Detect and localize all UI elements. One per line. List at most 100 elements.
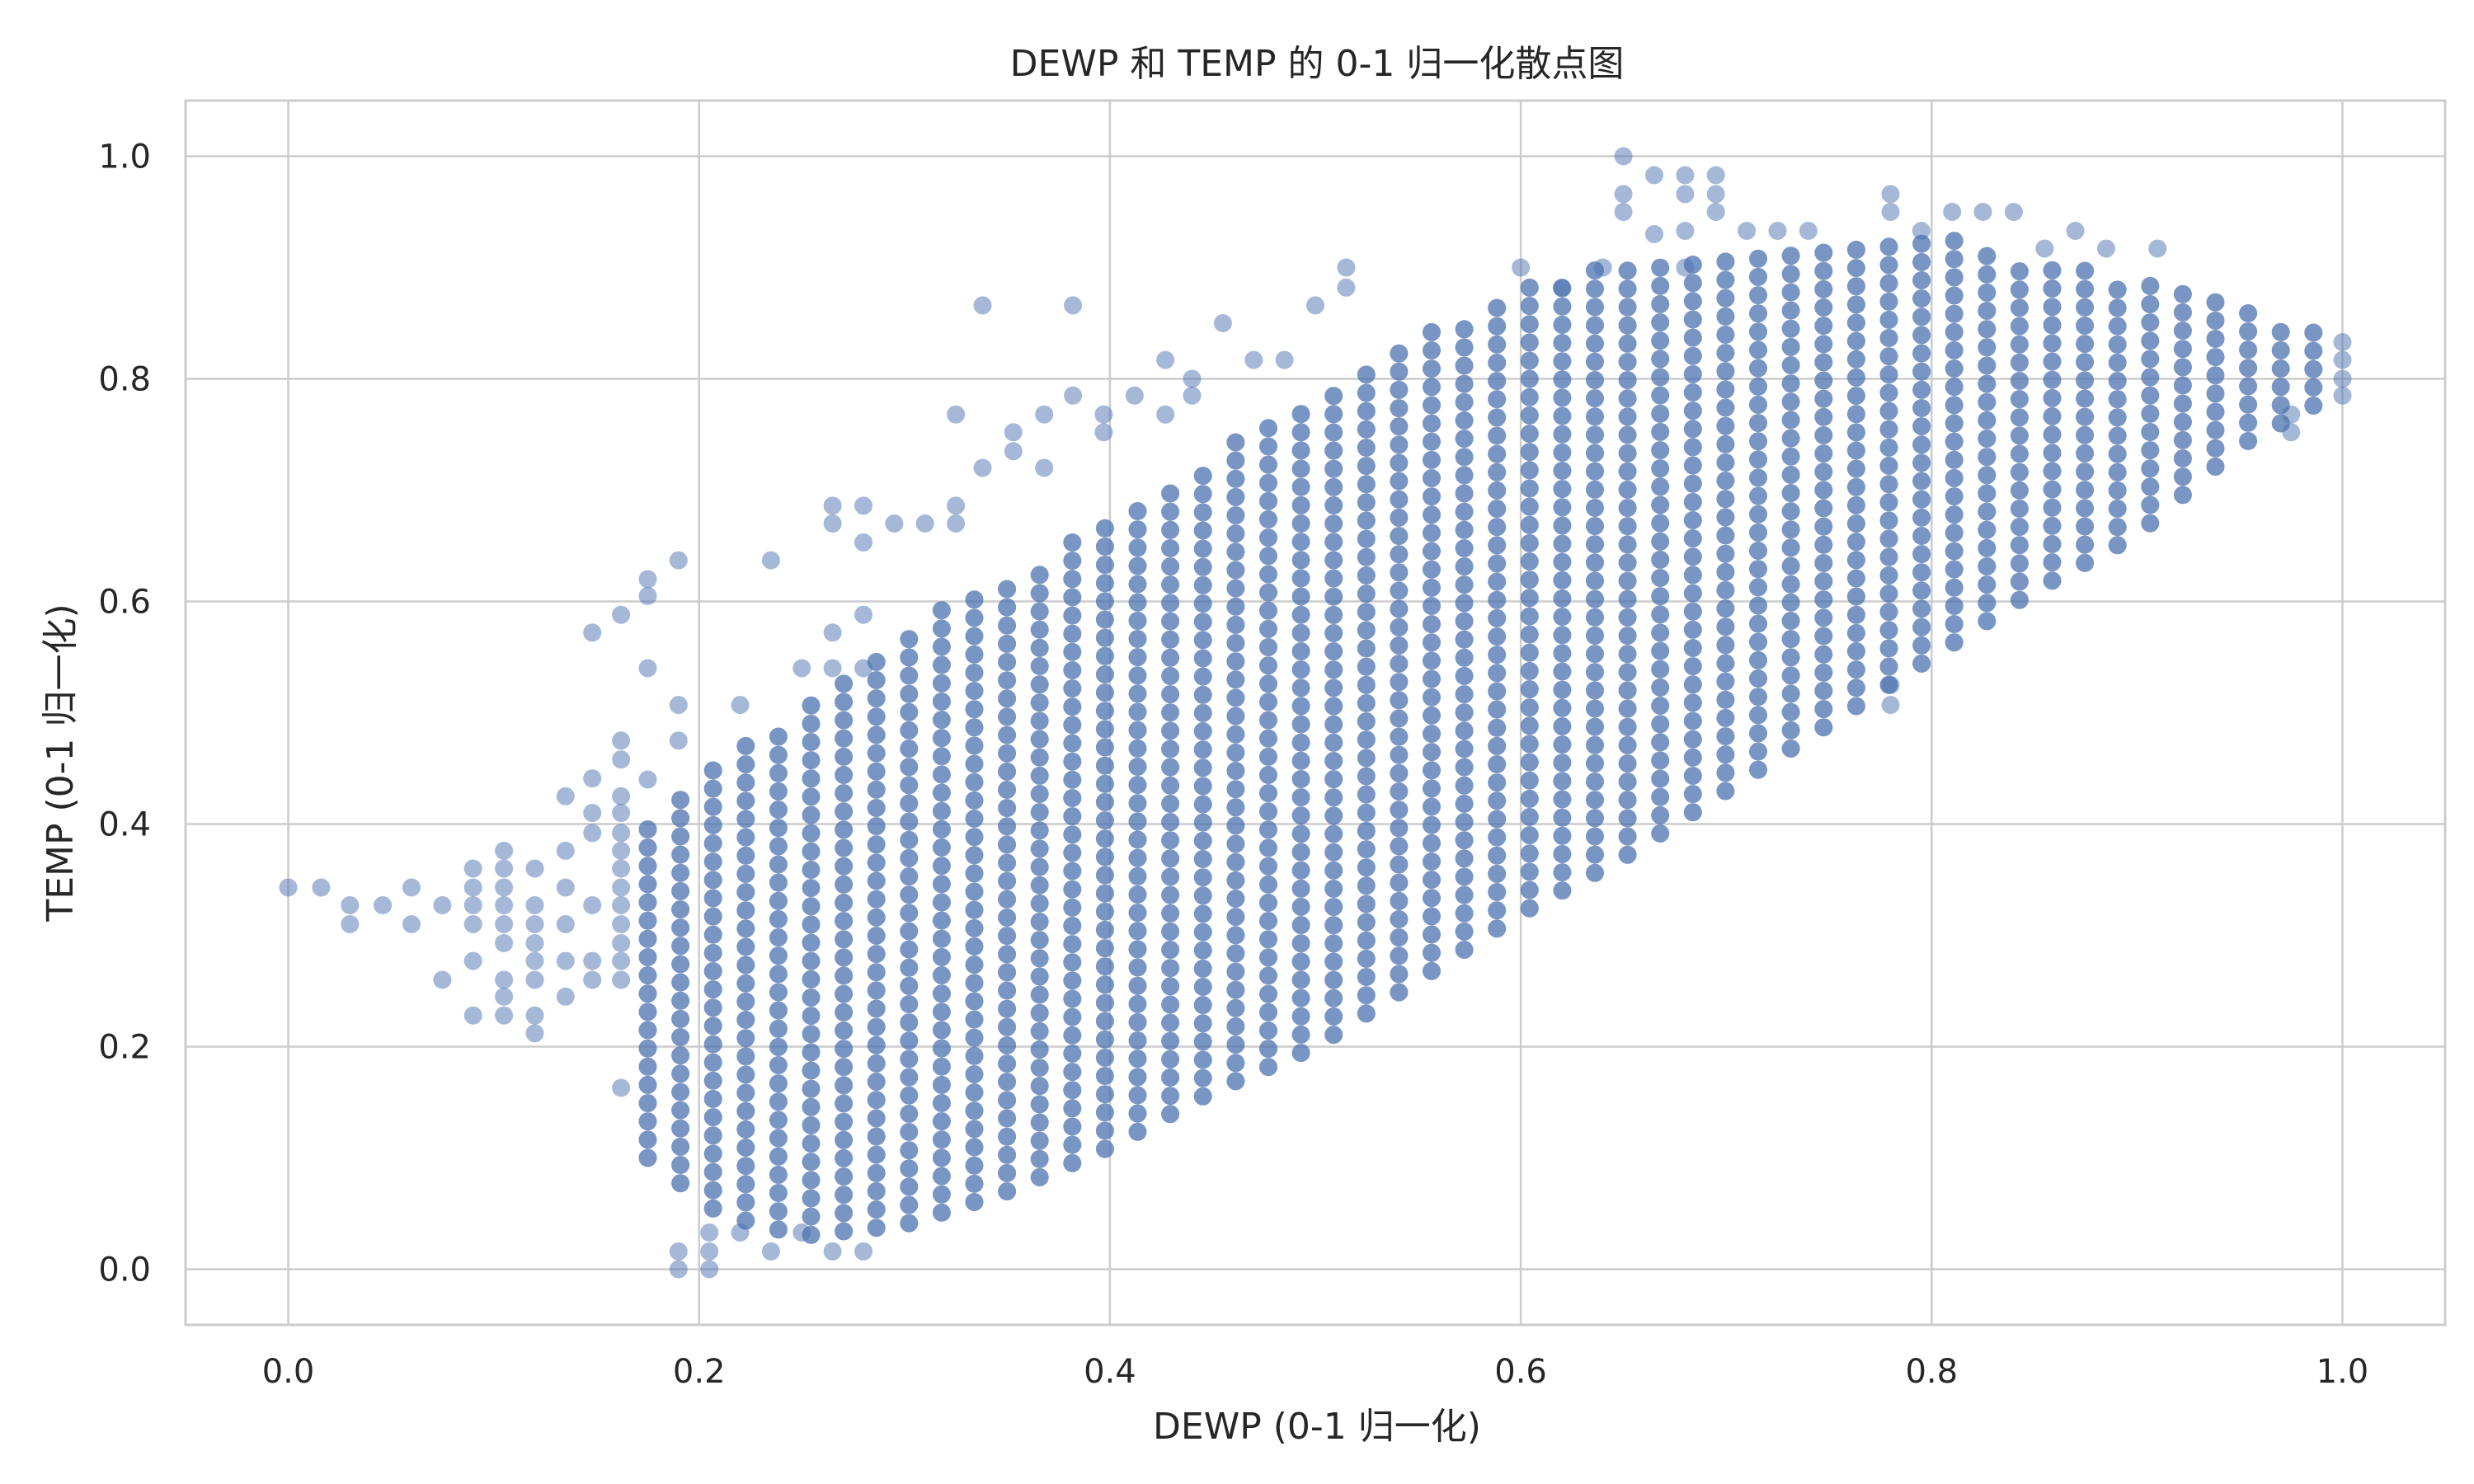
data-point bbox=[1291, 405, 1310, 424]
data-point bbox=[1226, 615, 1245, 634]
data-point bbox=[1063, 1099, 1082, 1118]
data-point bbox=[1520, 789, 1539, 808]
data-point bbox=[1978, 466, 1997, 485]
data-point bbox=[1978, 356, 1997, 375]
data-point bbox=[638, 929, 657, 948]
data-point bbox=[965, 736, 984, 755]
data-point bbox=[1488, 791, 1507, 810]
data-point bbox=[900, 1013, 919, 1032]
data-point bbox=[1553, 608, 1572, 627]
data-point bbox=[1161, 648, 1180, 667]
data-point bbox=[965, 900, 984, 919]
data-point bbox=[835, 875, 854, 894]
data-point bbox=[1749, 450, 1767, 469]
data-point bbox=[973, 296, 992, 315]
data-point bbox=[669, 696, 688, 715]
data-point bbox=[835, 984, 854, 1003]
data-point bbox=[2108, 372, 2127, 391]
data-point bbox=[1651, 550, 1670, 569]
data-point bbox=[1390, 508, 1409, 527]
data-point bbox=[703, 1071, 722, 1090]
data-point bbox=[1193, 886, 1212, 905]
data-point bbox=[1846, 241, 1865, 259]
data-point bbox=[998, 927, 1017, 946]
data-point bbox=[2333, 350, 2352, 369]
data-point bbox=[1912, 380, 1931, 399]
data-point bbox=[1291, 569, 1310, 588]
data-point bbox=[973, 458, 992, 477]
data-point bbox=[1455, 430, 1474, 448]
data-point bbox=[1651, 733, 1670, 752]
data-point bbox=[1553, 388, 1572, 407]
data-point bbox=[965, 1193, 984, 1211]
data-point bbox=[1488, 646, 1507, 665]
data-point bbox=[1618, 571, 1637, 590]
data-point bbox=[965, 1010, 984, 1029]
data-point bbox=[1781, 593, 1800, 612]
data-point bbox=[1030, 638, 1049, 657]
data-point bbox=[1879, 310, 1898, 329]
data-point bbox=[769, 819, 788, 838]
data-point bbox=[2076, 481, 2095, 500]
data-point bbox=[1879, 420, 1898, 439]
data-point bbox=[2304, 341, 2323, 360]
data-point bbox=[1488, 864, 1507, 883]
data-point bbox=[1618, 845, 1637, 864]
data-point bbox=[1586, 845, 1604, 864]
data-point bbox=[1716, 618, 1735, 636]
data-point bbox=[1781, 447, 1800, 466]
data-point bbox=[2141, 295, 2160, 313]
data-point bbox=[1193, 685, 1212, 704]
data-point bbox=[1749, 669, 1767, 688]
data-point bbox=[2043, 370, 2062, 389]
data-point bbox=[1978, 538, 1997, 557]
data-point bbox=[835, 857, 854, 876]
data-point bbox=[900, 1214, 919, 1233]
data-point bbox=[1553, 662, 1572, 681]
data-point bbox=[1488, 883, 1507, 901]
data-point bbox=[1423, 597, 1441, 615]
data-point bbox=[1814, 426, 1833, 444]
y-axis-ticks: 0.00.20.40.60.81.0 bbox=[98, 139, 151, 1289]
data-point bbox=[612, 787, 631, 805]
data-point bbox=[1324, 806, 1343, 825]
data-point bbox=[1259, 437, 1277, 456]
data-point bbox=[1357, 547, 1376, 566]
data-point bbox=[2173, 430, 2192, 449]
data-point bbox=[1291, 605, 1310, 624]
data-point bbox=[1706, 185, 1725, 204]
data-points bbox=[279, 147, 2352, 1279]
data-point bbox=[1063, 552, 1082, 571]
data-point bbox=[932, 619, 951, 638]
data-point bbox=[1128, 556, 1147, 575]
data-point bbox=[1063, 533, 1082, 552]
data-point bbox=[433, 970, 452, 989]
data-point bbox=[1357, 712, 1376, 731]
data-point bbox=[1291, 533, 1310, 552]
data-point bbox=[1337, 278, 1356, 297]
data-point bbox=[932, 1057, 951, 1076]
data-point bbox=[2108, 426, 2127, 445]
data-point bbox=[1945, 560, 1964, 579]
data-point bbox=[2043, 316, 2062, 335]
data-point bbox=[1651, 459, 1670, 478]
data-point bbox=[1520, 862, 1539, 881]
data-point bbox=[1390, 745, 1409, 764]
data-point bbox=[1030, 985, 1049, 1004]
data-point bbox=[1193, 978, 1212, 996]
data-point bbox=[703, 1053, 722, 1072]
data-point bbox=[932, 838, 951, 857]
data-point bbox=[1520, 589, 1539, 608]
data-point bbox=[2076, 463, 2095, 481]
data-point bbox=[1945, 524, 1964, 542]
data-point bbox=[965, 1046, 984, 1065]
data-point bbox=[1156, 350, 1175, 369]
data-point bbox=[1618, 499, 1637, 518]
data-point bbox=[1161, 941, 1180, 959]
data-point bbox=[1128, 1122, 1147, 1141]
data-point bbox=[965, 608, 984, 627]
data-point bbox=[1324, 605, 1343, 624]
data-point bbox=[1030, 1040, 1049, 1059]
data-point bbox=[1030, 821, 1049, 840]
data-point bbox=[1357, 803, 1376, 822]
